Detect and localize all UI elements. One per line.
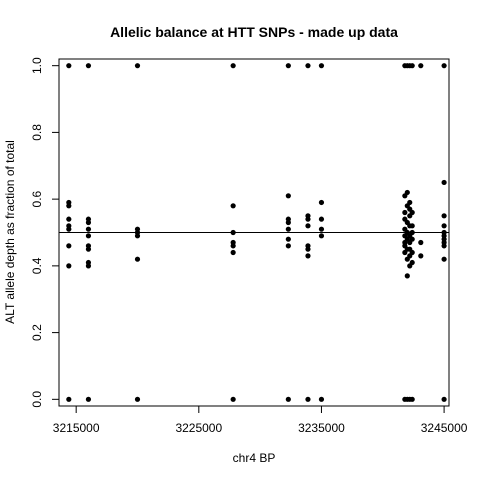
data-point [404,189,410,196]
data-point [305,246,311,252]
data-point [85,219,92,226]
data-point [407,199,413,206]
data-point [85,233,92,239]
data-point [134,233,141,239]
data-point [134,396,141,402]
data-point [318,396,325,402]
data-point [66,203,72,209]
chart-title: Allelic balance at HTT SNPs - made up da… [110,24,398,40]
y-tick-label: 0.6 [30,190,44,207]
data-point [418,239,424,246]
data-point [409,259,415,266]
x-tick-label: 3235000 [298,421,345,435]
data-point [134,63,141,69]
y-axis: 0.0 0.2 0.4 0.6 0.8 1.0 [30,57,59,408]
data-point [85,226,92,232]
data-points [66,63,447,402]
data-point [409,63,415,69]
data-point [305,216,311,222]
data-point [134,256,141,262]
data-point [404,273,410,279]
data-point [409,223,415,229]
data-point [230,249,236,256]
data-point [318,199,325,206]
data-point [285,236,291,242]
data-point [418,63,424,69]
data-point [85,246,92,252]
data-point [285,193,291,199]
data-point [85,63,92,69]
data-point [318,216,325,222]
data-point [441,396,447,402]
data-point [318,63,325,69]
data-point [409,236,415,242]
x-tick-label: 3245000 [421,421,468,435]
data-point [305,396,311,402]
data-point [402,209,408,216]
y-tick-label: 0.2 [30,324,44,341]
data-point [66,263,72,269]
data-point [409,229,415,236]
x-axis: 3215000 3225000 3235000 3245000 [53,406,468,435]
data-point [85,263,92,269]
y-tick-label: 1.0 [30,57,44,74]
data-point [66,226,72,232]
data-point [318,233,325,239]
data-point [230,243,236,249]
y-tick-label: 0.8 [30,124,44,141]
data-point [409,396,415,402]
data-point [441,213,447,219]
data-point [66,216,72,222]
data-point [418,253,424,259]
data-point [305,253,311,259]
data-point [441,243,447,249]
data-point [285,63,291,69]
data-point [285,219,291,226]
data-point [441,223,447,229]
x-tick-label: 3215000 [53,421,100,435]
data-point [85,396,92,402]
data-point [285,396,291,402]
data-point [230,396,236,402]
data-point [305,223,311,229]
data-point [409,209,415,216]
data-point [230,63,236,69]
data-point [285,243,291,249]
y-axis-label: ALT allele depth as fraction of total [3,140,17,324]
data-point [285,226,291,232]
data-point [66,63,72,69]
data-point [230,203,236,209]
data-point [441,256,447,262]
data-point [66,243,72,249]
x-tick-label: 3225000 [175,421,222,435]
data-point [230,229,236,236]
data-point [318,226,325,232]
data-point [305,63,311,69]
y-tick-label: 0.0 [30,391,44,408]
y-tick-label: 0.4 [30,257,44,274]
data-point [441,63,447,69]
data-point [66,396,72,402]
data-point [441,179,447,186]
data-point [409,249,415,256]
x-axis-label: chr4 BP [233,451,276,465]
